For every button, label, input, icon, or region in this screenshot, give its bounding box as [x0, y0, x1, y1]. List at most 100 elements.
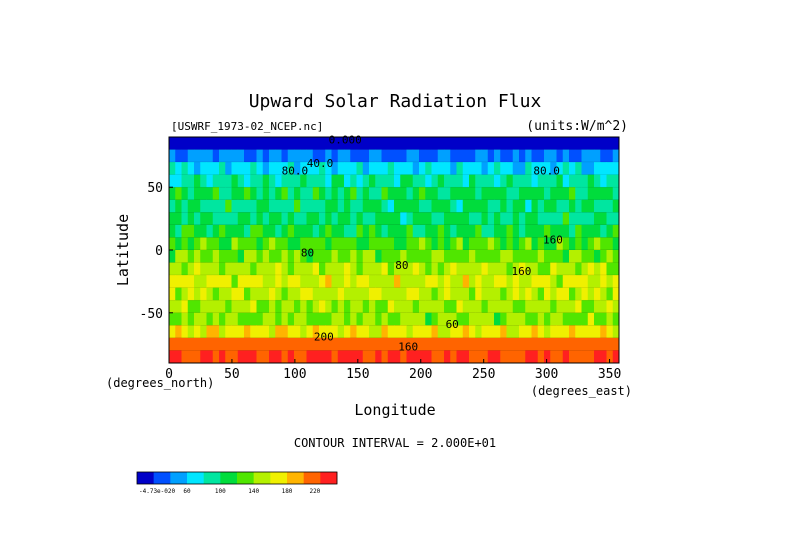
colorbar-swatch: [287, 472, 304, 484]
heatmap-cell: [381, 350, 389, 364]
heatmap-cell: [494, 300, 501, 314]
heatmap-cell: [175, 162, 182, 176]
heatmap-cell: [250, 137, 257, 150]
heatmap-cell: [600, 162, 607, 176]
heatmap-cell: [394, 137, 401, 150]
heatmap-cell: [212, 250, 220, 263]
heatmap-cell: [544, 287, 551, 301]
heatmap-cell: [506, 149, 514, 163]
heatmap-cell: [225, 162, 232, 176]
heatmap-cell: [581, 300, 589, 314]
heatmap-cell: [181, 312, 189, 326]
heatmap-cell: [425, 300, 432, 314]
heatmap-cell: [175, 300, 182, 314]
heatmap-cell: [600, 237, 607, 251]
heatmap-cell: [400, 237, 407, 251]
heatmap-cell: [556, 287, 564, 301]
heatmap-cell: [262, 287, 270, 301]
heatmap-cell: [350, 250, 357, 263]
heatmap-cell: [394, 250, 401, 263]
heatmap-cell: [281, 187, 289, 201]
heatmap-cell: [200, 262, 207, 276]
heatmap-cell: [181, 224, 189, 238]
heatmap-cell: [519, 275, 526, 289]
heatmap-cell: [569, 275, 576, 289]
heatmap-cell: [181, 137, 189, 150]
heatmap-cell: [506, 262, 514, 276]
heatmap-cell: [337, 174, 345, 188]
heatmap-cell: [300, 199, 307, 213]
heatmap-cell: [550, 287, 557, 301]
heatmap-cell: [512, 149, 520, 163]
heatmap-cell: [387, 337, 395, 351]
heatmap-cell: [587, 250, 595, 263]
heatmap-cell: [287, 199, 295, 213]
heatmap-cell: [562, 149, 570, 163]
heatmap-cell: [475, 237, 482, 251]
heatmap-cell: [581, 325, 589, 339]
heatmap-cell: [606, 250, 614, 263]
heatmap-cell: [437, 262, 445, 276]
heatmap-cell: [400, 287, 407, 301]
heatmap-cell: [244, 287, 251, 301]
heatmap-cell: [250, 312, 257, 326]
heatmap-cell: [169, 275, 176, 289]
heatmap-cell: [431, 224, 439, 238]
heatmap-cell: [431, 262, 439, 276]
heatmap-cell: [375, 174, 382, 188]
colorbar-swatch: [153, 472, 171, 484]
heatmap-cell: [506, 275, 514, 289]
heatmap-cell: [275, 149, 282, 163]
heatmap-cell: [525, 275, 532, 289]
heatmap-cell: [369, 162, 376, 176]
heatmap-cell: [444, 187, 451, 201]
heatmap-cell: [294, 237, 301, 251]
heatmap-cell: [294, 187, 301, 201]
heatmap-cell: [319, 137, 326, 150]
heatmap-cell: [606, 199, 614, 213]
heatmap-cell: [281, 162, 289, 176]
heatmap-cell: [231, 162, 239, 176]
heatmap-cell: [306, 162, 314, 176]
heatmap-cell: [200, 312, 207, 326]
heatmap-cell: [387, 224, 395, 238]
heatmap-cell: [325, 325, 332, 339]
heatmap-cell: [231, 174, 239, 188]
heatmap-cell: [350, 174, 357, 188]
heatmap-cell: [606, 224, 614, 238]
heatmap-cell: [212, 137, 220, 150]
heatmap-cell: [231, 312, 239, 326]
heatmap-cell: [231, 350, 239, 364]
heatmap-cell: [575, 199, 582, 213]
heatmap-cell: [537, 275, 545, 289]
heatmap-cell: [512, 199, 520, 213]
heatmap-cell: [312, 325, 320, 339]
heatmap-cell: [494, 250, 501, 263]
heatmap-cell: [425, 187, 432, 201]
heatmap-cell: [344, 212, 351, 226]
heatmap-cell: [412, 325, 420, 339]
heatmap-cell: [325, 174, 332, 188]
heatmap-cell: [350, 350, 357, 364]
heatmap-cell: [487, 312, 495, 326]
heatmap-cell: [319, 312, 326, 326]
heatmap-cell: [575, 162, 582, 176]
heatmap-cell: [519, 287, 526, 301]
heatmap-cell: [469, 174, 476, 188]
heatmap-cell: [175, 149, 182, 163]
heatmap-cell: [262, 300, 270, 314]
heatmap-cell: [325, 312, 332, 326]
heatmap-cell: [456, 149, 464, 163]
heatmap-cell: [481, 187, 489, 201]
contour-label: 80: [395, 259, 408, 272]
heatmap-cell: [187, 300, 195, 314]
heatmap-cell: [194, 325, 201, 339]
heatmap-cell: [300, 337, 307, 351]
heatmap-cell: [475, 174, 482, 188]
heatmap-cell: [556, 212, 564, 226]
heatmap-cell: [262, 312, 270, 326]
heatmap-cell: [581, 224, 589, 238]
heatmap-cell: [212, 300, 220, 314]
heatmap-cell: [344, 224, 351, 238]
heatmap-cell: [444, 174, 451, 188]
